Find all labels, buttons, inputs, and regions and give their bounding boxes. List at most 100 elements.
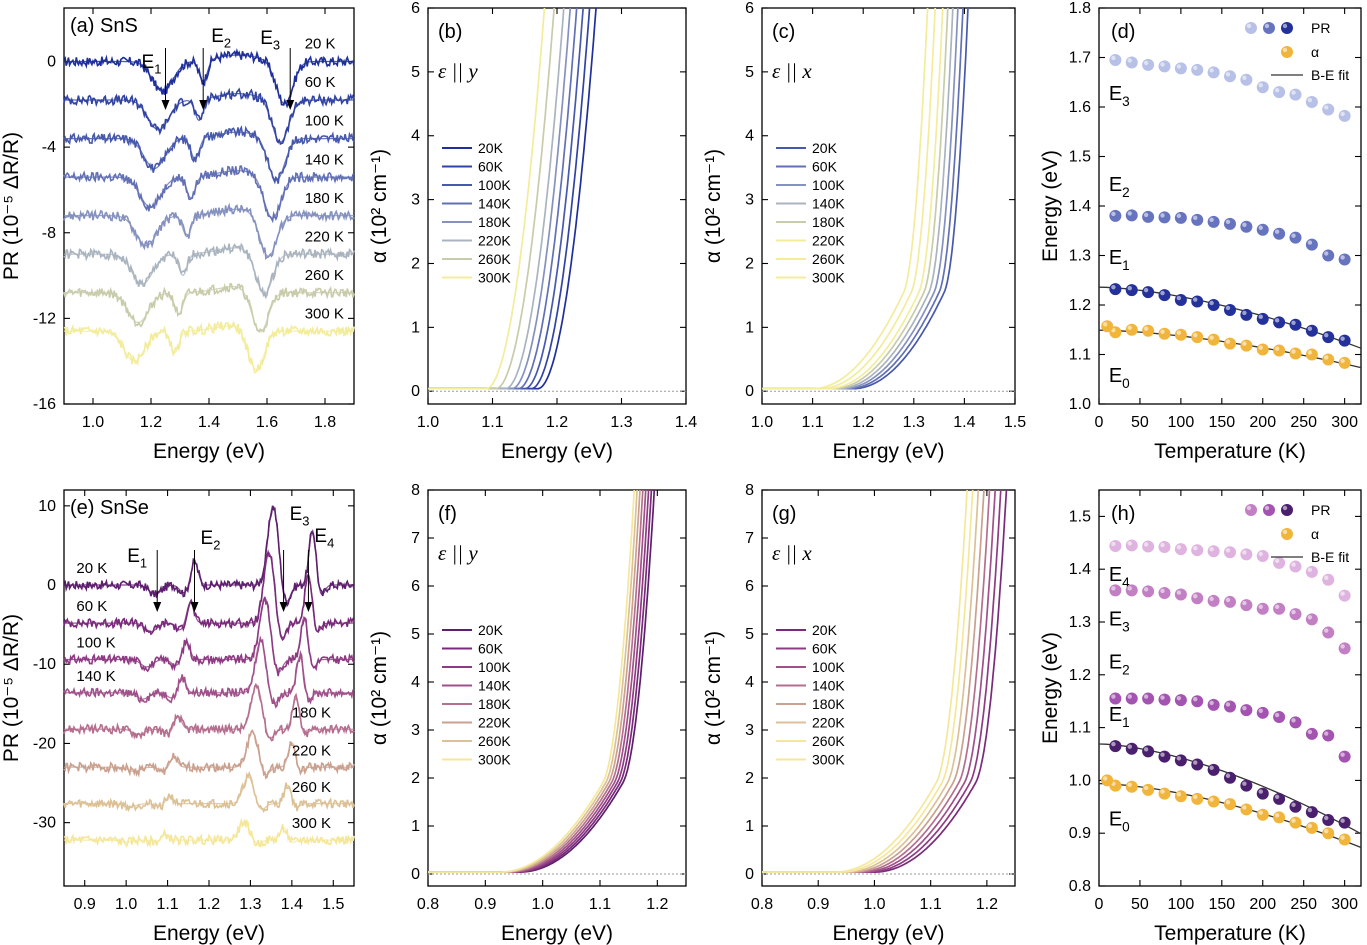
trace-temperature-label: 300 K [305, 305, 344, 322]
x-tick-label: 0.8 [751, 896, 773, 913]
data-point-highlight [1143, 747, 1149, 752]
data-point [1224, 303, 1236, 316]
y-axis-label: α (10² cm⁻¹) [368, 631, 391, 745]
legend-label: PR [1311, 20, 1330, 36]
data-point [1338, 642, 1351, 655]
pr-trace [64, 54, 354, 105]
x-tick-label: 1.2 [198, 896, 220, 913]
x-tick-label: 200 [1249, 896, 1276, 913]
data-point-highlight [1258, 810, 1263, 815]
y-tick-label: -4 [42, 139, 56, 156]
data-point [1158, 60, 1171, 73]
data-point-highlight [1242, 705, 1247, 711]
legend-pr-marker-highlight [1246, 23, 1252, 29]
data-point-highlight [1209, 335, 1214, 340]
data-point-highlight [1176, 330, 1182, 335]
legend-pr-marker [1281, 504, 1293, 516]
y-tick-label: 1.3 [1069, 614, 1091, 631]
panel-a-sns-pr: 1.0 1.2 1.4 1.6 1.8 0 -4 -8 -12 -16 Energy (eV) PR … [0, 7, 355, 463]
data-point-highlight [1209, 700, 1214, 706]
data-point [1273, 556, 1286, 569]
data-point-highlight [1111, 741, 1116, 747]
panel-title: (f) [438, 503, 457, 525]
y-tick-label: 1 [411, 319, 420, 336]
absorption-curve [762, 8, 929, 390]
data-point-highlight [1225, 219, 1231, 225]
data-point [1207, 333, 1220, 346]
x-tick-label: 1.3 [903, 414, 925, 431]
trace-temperature-label: 180 K [305, 190, 344, 207]
y-tick-label: 3 [745, 722, 754, 739]
data-point-highlight [1176, 695, 1182, 701]
legend-label: 300K [478, 752, 511, 768]
y-tick-label: 1.8 [1069, 0, 1091, 17]
data-point [1224, 70, 1236, 83]
data-point-highlight [1291, 90, 1296, 95]
data-point [1256, 223, 1269, 236]
y-tick-label: 8 [411, 482, 420, 499]
legend-pr-marker-highlight [1246, 505, 1252, 511]
data-point-highlight [1127, 694, 1132, 699]
data-point [1240, 308, 1253, 321]
x-tick-label: 1.2 [852, 414, 874, 431]
legend-label: 100K [812, 659, 845, 675]
y-tick-label: 1.1 [1069, 347, 1091, 364]
data-point [1158, 541, 1171, 554]
y-tick-label: 3 [411, 192, 420, 209]
x-tick-label: 1.2 [976, 896, 998, 913]
data-point [1174, 211, 1187, 224]
legend-pr-marker [1263, 504, 1275, 516]
data-point-highlight [1160, 752, 1165, 757]
data-point-highlight [1258, 83, 1263, 88]
data-point [1240, 704, 1253, 717]
y-tick-label: 4 [411, 128, 420, 145]
y-tick-label: 4 [745, 128, 754, 145]
data-point [1125, 742, 1138, 755]
data-point [1158, 750, 1171, 763]
legend-pr-marker [1245, 22, 1257, 34]
x-tick-label: 1.3 [239, 896, 261, 913]
x-tick-label: 1.8 [314, 414, 336, 431]
x-tick-label: 1.0 [115, 896, 137, 913]
y-tick-label: 1.4 [1069, 561, 1091, 578]
legend-label: 180K [478, 696, 511, 712]
data-point [1142, 585, 1155, 598]
x-tick-label: 0 [1095, 414, 1104, 431]
data-point-highlight [1176, 756, 1182, 761]
y-tick-label: -30 [33, 815, 56, 832]
data-point [1142, 58, 1155, 71]
y-tick-label: 7 [745, 530, 754, 547]
data-point [1207, 545, 1220, 558]
data-point [1191, 592, 1204, 605]
data-point [1207, 299, 1220, 311]
data-point-highlight [1111, 55, 1116, 61]
data-point [1174, 62, 1187, 75]
data-point-highlight [1160, 290, 1165, 296]
data-point-highlight [1274, 229, 1280, 234]
data-point [1158, 211, 1171, 224]
y-tick-label: 7 [411, 530, 420, 547]
data-point-highlight [1193, 697, 1198, 702]
legend-label: 260K [478, 251, 511, 267]
data-point [1224, 337, 1236, 350]
panel-title: (d) [1111, 21, 1135, 43]
data-point [1207, 795, 1220, 808]
legend-alpha-marker-highlight [1282, 529, 1288, 535]
arrow-head [161, 100, 170, 110]
data-point-highlight [1143, 60, 1149, 66]
data-point-highlight [1307, 823, 1313, 829]
panel-title: (e) SnSe [70, 497, 149, 519]
data-point [1109, 283, 1122, 296]
data-point [1158, 787, 1171, 800]
transition-label: E2 [211, 26, 231, 51]
y-tick-label: 1.0 [1069, 772, 1091, 789]
data-point-highlight [1127, 744, 1132, 749]
x-tick-label: 150 [1208, 414, 1235, 431]
data-point [1109, 539, 1122, 552]
x-tick-label: 1.4 [198, 414, 220, 431]
y-tick-label: 5 [411, 626, 420, 643]
data-point-highlight [1324, 332, 1329, 338]
x-axis-label: Energy (eV) [501, 922, 613, 945]
y-tick-label: 0 [47, 54, 56, 71]
legend-pr-marker-highlight [1264, 23, 1270, 29]
